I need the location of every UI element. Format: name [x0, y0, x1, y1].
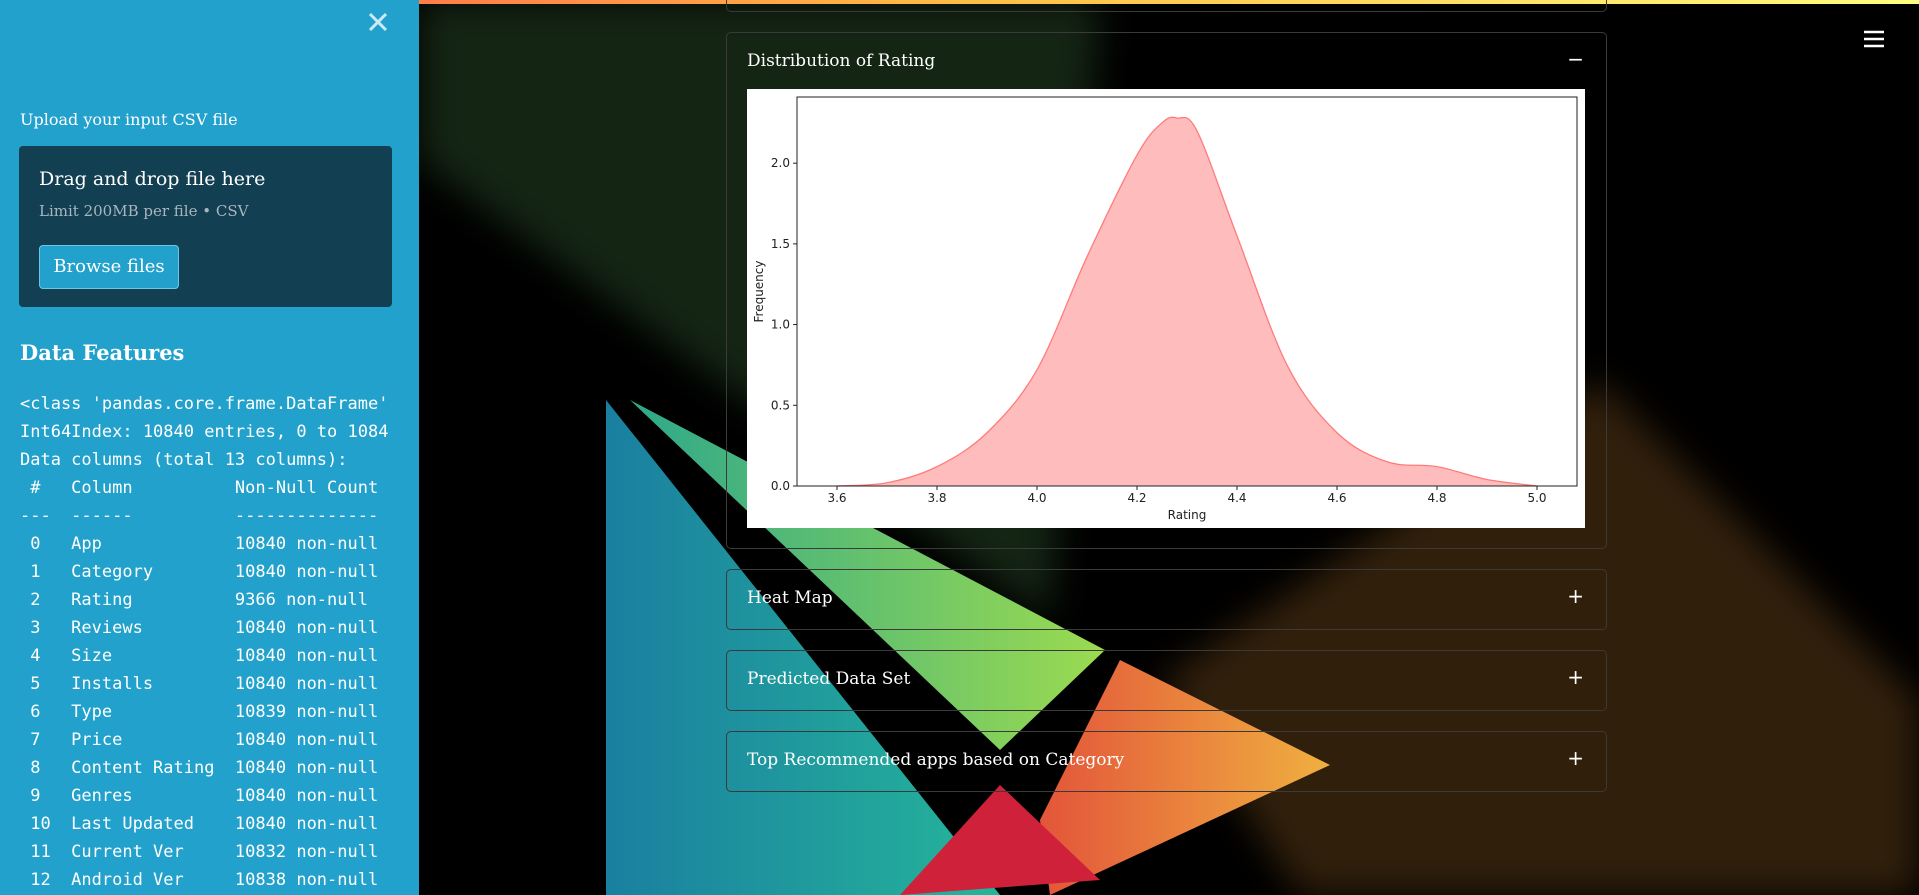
info-line: --- ------ --------------	[20, 506, 379, 526]
info-line: 11 Current Ver 10832 non-null	[20, 842, 379, 862]
x-tick-label: 4.8	[1427, 491, 1446, 505]
y-tick-label: 0.5	[771, 398, 790, 412]
x-tick-label: 4.6	[1327, 491, 1346, 505]
expander-edge	[726, 0, 1607, 12]
expander-toggle: −	[1567, 47, 1584, 71]
x-tick-label: 4.4	[1227, 491, 1246, 505]
sidebar: Upload your input CSV file Drag and drop…	[0, 0, 419, 895]
x-tick-label: 4.0	[1027, 491, 1046, 505]
info-line: 7 Price 10840 non-null	[20, 730, 379, 750]
info-line: 0 App 10840 non-null	[20, 534, 379, 554]
info-line: 9 Genres 10840 non-null	[20, 786, 379, 806]
info-line: 1 Category 10840 non-null	[20, 562, 379, 582]
features-heading: Data Features	[20, 340, 185, 365]
y-tick-label: 2.0	[771, 156, 790, 170]
expander[interactable]: Distribution of Rating − 3.6 3.8 4.0 4.2 4.4 4.…	[726, 32, 1607, 549]
x-axis-label: Rating	[1168, 508, 1207, 522]
y-tick-label: 1.5	[771, 237, 790, 251]
density-area	[836, 116, 1538, 487]
menu-button[interactable]	[1860, 27, 1890, 51]
expander[interactable]: Heat Map +	[726, 569, 1607, 630]
x-tick-label: 3.6	[827, 491, 846, 505]
expander-title: Heat Map	[747, 588, 833, 608]
info-line: Data columns (total 13 columns):	[20, 450, 348, 470]
expander-title: Top Recommended apps based on Category	[747, 750, 1125, 770]
file-dropzone[interactable]: Drag and drop file here Limit 200MB per …	[19, 146, 392, 307]
info-line: Int64Index: 10840 entries, 0 to 1084	[20, 422, 389, 442]
x-tick-label: 3.8	[927, 491, 946, 505]
info-line: 12 Android Ver 10838 non-null	[20, 870, 379, 890]
upload-label: Upload your input CSV file	[20, 110, 238, 129]
expander-title: Distribution of Rating	[747, 51, 936, 71]
dropzone-title: Drag and drop file here	[39, 168, 266, 190]
info-line: <class 'pandas.core.frame.DataFrame'	[20, 394, 389, 414]
plot-frame	[796, 96, 1578, 487]
x-tick-label: 4.2	[1127, 491, 1146, 505]
info-line: 5 Installs 10840 non-null	[20, 674, 379, 694]
info-line: 6 Type 10839 non-null	[20, 702, 379, 722]
close-sidebar[interactable]	[366, 10, 390, 34]
info-line: 4 Size 10840 non-null	[20, 646, 379, 666]
info-line: 2 Rating 9366 non-null	[20, 590, 368, 610]
info-line: 8 Content Rating 10840 non-null	[20, 758, 379, 778]
expander[interactable]: Top Recommended apps based on Category +	[726, 731, 1607, 792]
expander-toggle: +	[1567, 746, 1584, 770]
top-decoration	[0, 0, 1919, 4]
y-axis-label: Frequency	[752, 261, 766, 323]
info-line: 3 Reviews 10840 non-null	[20, 618, 379, 638]
expander[interactable]: Predicted Data Set +	[726, 650, 1607, 711]
dropzone-limit: Limit 200MB per file • CSV	[39, 202, 249, 220]
info-line: # Column Non-Null Count	[20, 478, 379, 498]
expander-title: Predicted Data Set	[747, 669, 911, 689]
browse-button[interactable]: Browse files	[39, 245, 179, 289]
y-tick-label: 0.0	[771, 479, 790, 493]
y-tick-label: 1.0	[771, 318, 790, 332]
expander-toggle: +	[1567, 665, 1584, 689]
chart: 3.6 3.8 4.0 4.2 4.4 4.6 4.8 5.0 0.0 0.5 1.0 1.5 2.0 R…	[747, 89, 1585, 528]
expander-toggle: +	[1567, 584, 1584, 608]
x-tick-label: 5.0	[1527, 491, 1546, 505]
info-line: 10 Last Updated 10840 non-null	[20, 814, 379, 834]
dataframe-info: <class 'pandas.core.frame.DataFrame' Int6…	[20, 390, 388, 894]
